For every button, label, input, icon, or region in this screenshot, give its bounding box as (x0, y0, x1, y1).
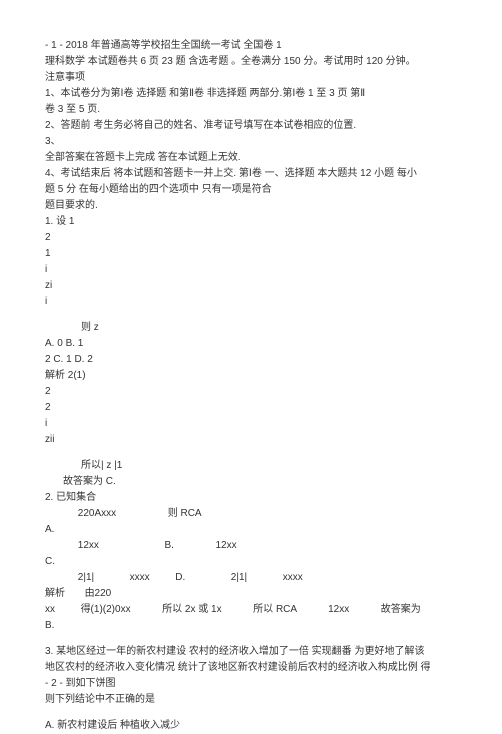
q2-analysis-b: 由220 (85, 588, 112, 599)
q2-work-c: 所以 2x 或 1x (162, 604, 221, 615)
q2-set: 220Axxx 则 RCA (45, 506, 457, 522)
q1-option-ab: A. 0 B. 1 (45, 336, 457, 352)
q1-frag-b: 1 (45, 246, 457, 262)
notice-3: 3、 (45, 134, 457, 150)
q2-analysis: 解析 由220 (45, 586, 457, 602)
notice-4: 4、考试结束后 将本试题和答题卡一并上交. 第Ⅰ卷 一、选择题 本大题共 12 … (45, 166, 457, 182)
header-title: - 1 - 2018 年普通高等学校招生全国统一考试 全国卷 1 (45, 38, 457, 54)
q2-set-b: 则 RCA (168, 508, 202, 519)
q1-then: 则 z (45, 320, 457, 336)
q2: 2. 已知集合 (45, 490, 457, 506)
q2-opt-line2: 2|1| xxxx D. 2|1| xxxx (45, 570, 457, 586)
q1-work-d: zii (45, 432, 457, 448)
q2-work-b: 得(1)(2)0xx (81, 604, 131, 615)
q2-opt-b-val: 12xx (215, 540, 236, 551)
notice-2: 2、答题前 考生务必将自己的姓名、准考证号填写在本试卷相应的位置. (45, 118, 457, 134)
q1-work-a: 2 (45, 384, 457, 400)
q2-opt-d-val2: xxxx (283, 572, 303, 583)
q2-opt-d: D. (175, 572, 185, 583)
q2-set-a: 220Axxx (78, 508, 116, 519)
q1-option-cd: 2 C. 1 D. 2 (45, 352, 457, 368)
q3-d: 则下列结论中不正确的是 (45, 692, 457, 708)
q2-opt-c-val2: xxxx (130, 572, 150, 583)
q1-frag-a: 2 (45, 230, 457, 246)
q1-answer: 故答案为 C. (45, 474, 457, 490)
q2-opt-c: C. (45, 554, 457, 570)
q1: 1. 设 1 (45, 214, 457, 230)
q1-frag-c: i (45, 262, 457, 278)
q1-so: 所以| z |1 (45, 458, 457, 474)
q3-c: - 2 - 到如下饼图 (45, 676, 457, 692)
q2-answer: B. (45, 618, 457, 634)
q2-work: xx 得(1)(2)0xx 所以 2x 或 1x 所以 RCA 12xx 故答案… (45, 602, 457, 618)
q1-frag-d: zi (45, 278, 457, 294)
q2-work-f: 故答案为 (381, 604, 421, 615)
q2-work-a: xx (45, 604, 55, 615)
q2-opt-a-val: 12xx (78, 540, 99, 551)
q1-analysis: 解析 2(1) (45, 368, 457, 384)
q3: 3. 某地区经过一年的新农村建设 农村的经济收入增加了一倍 实现翻番 为更好地了… (45, 644, 457, 660)
q2-opt-b: B. (164, 540, 173, 551)
q2-work-e: 12xx (328, 604, 349, 615)
notice-1: 1、本试卷分为第Ⅰ卷 选择题 和第Ⅱ卷 非选择题 两部分.第Ⅰ卷 1 至 3 页… (45, 86, 457, 102)
q1-frag-e: i (45, 294, 457, 310)
q1-work-c: i (45, 416, 457, 432)
q2-work-d: 所以 RCA (253, 604, 296, 615)
q2-opt-d-val1: 2|1| (231, 572, 247, 583)
q1-work-b: 2 (45, 400, 457, 416)
subject-info: 理科数学 本试题卷共 6 页 23 题 含选考题 。全卷满分 150 分。考试用… (45, 54, 457, 70)
notice-1b: 卷 3 至 5 页. (45, 102, 457, 118)
requirement: 题目要求的. (45, 198, 457, 214)
notice-4b: 题 5 分 在每小题给出的四个选项中 只有一项是符合 (45, 182, 457, 198)
notice-heading: 注意事项 (45, 70, 457, 86)
q2-opt-c-val1: 2|1| (78, 572, 94, 583)
q3-b: 地区农村的经济收入变化情况 统计了该地区新农村建设前后农村的经济收入构成比例 得 (45, 660, 457, 676)
q2-opt-a: A. (45, 522, 457, 538)
q2-opt-line1: 12xx B. 12xx (45, 538, 457, 554)
q3-opt-a: A. 新农村建设后 种植收入减少 (45, 718, 457, 734)
q2-analysis-label: 解析 (45, 588, 65, 599)
notice-3b: 全部答案在答题卡上完成 答在本试题上无效. (45, 150, 457, 166)
